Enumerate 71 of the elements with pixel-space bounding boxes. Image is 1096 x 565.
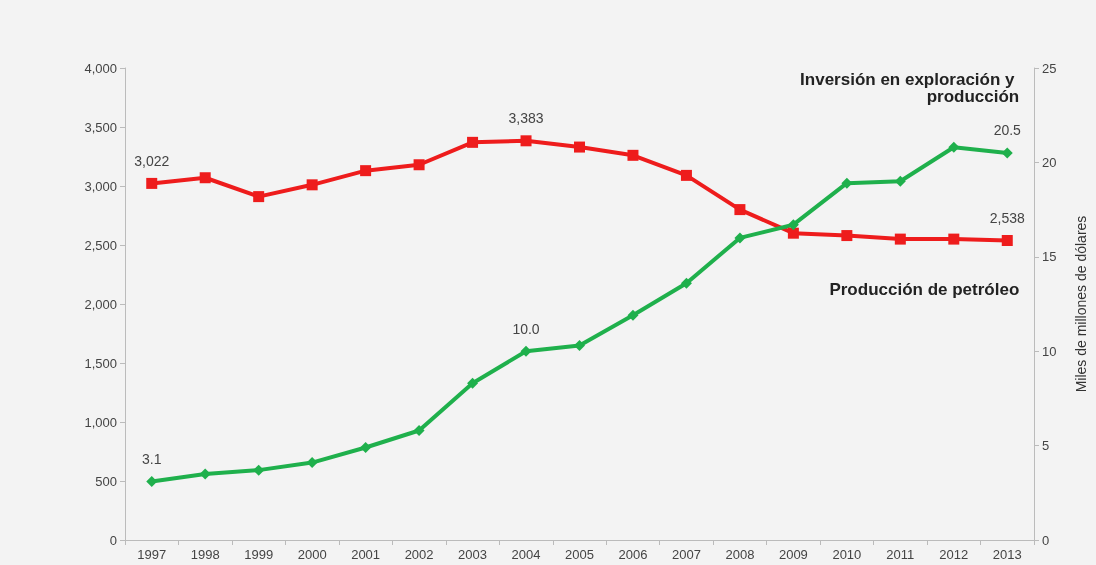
y2-tick-label: 5 <box>1042 438 1050 454</box>
point <box>734 232 746 244</box>
point <box>680 277 692 289</box>
y2-axis-title: Miles de millones de dólares <box>1073 215 1089 393</box>
point <box>787 227 799 239</box>
x-tick-label: 2005 <box>565 547 594 562</box>
y2-tick-label: 0 <box>1042 532 1050 548</box>
x-tick-label: 1999 <box>244 547 274 562</box>
point <box>520 135 532 147</box>
x-tick-label: 2009 <box>778 547 808 562</box>
x-tick-label: 1998 <box>190 547 220 562</box>
point <box>467 377 479 389</box>
data-label: 20.5 <box>993 122 1022 139</box>
x-tick-label: 2011 <box>886 547 915 562</box>
text: Inversión en exploración y producción <box>800 69 1020 106</box>
x-tick-label: 2012 <box>939 547 969 562</box>
y-tick-label: 3,500 <box>84 119 117 135</box>
point <box>627 149 639 161</box>
x-tick-label: 1997 <box>137 547 167 562</box>
data-label: 3,383 <box>508 110 544 127</box>
point <box>680 169 692 181</box>
point <box>1001 235 1013 247</box>
y-tick-label: 500 <box>95 473 117 489</box>
y2-tick-label: 25 <box>1042 60 1057 76</box>
x-tick-label: 2006 <box>618 547 648 562</box>
point <box>360 441 372 453</box>
x-tick-label: 2008 <box>725 547 755 562</box>
x-tick-label: 2007 <box>671 547 701 562</box>
y-tick-label: 4,000 <box>84 60 117 76</box>
point <box>467 136 479 148</box>
point <box>627 309 639 321</box>
x-tick-label: 2010 <box>832 547 862 562</box>
point <box>253 191 265 203</box>
point <box>894 233 906 245</box>
y-tick-label: 3,000 <box>84 178 117 194</box>
point <box>253 464 265 476</box>
point <box>574 141 585 153</box>
point <box>841 230 853 242</box>
x-tick-label: 2001 <box>351 547 381 562</box>
point <box>199 468 211 480</box>
point <box>520 345 532 357</box>
data-label: 3.1 <box>142 450 162 467</box>
x-tick-label: 2004 <box>511 547 541 562</box>
y-tick-label: 1,500 <box>84 355 117 371</box>
x-tick-label: 2000 <box>297 547 327 562</box>
point <box>306 457 318 469</box>
point <box>948 233 960 245</box>
y2-tick-label: 20 <box>1042 154 1057 170</box>
y2-tick-label: 15 <box>1042 249 1057 265</box>
point <box>413 159 425 171</box>
y-tick-label: 0 <box>109 532 117 548</box>
data-label: 3,022 <box>134 152 170 169</box>
point <box>199 172 211 184</box>
point <box>146 475 158 487</box>
y-tick-label: 2,000 <box>84 296 117 312</box>
point <box>306 179 318 191</box>
x-tick-label: 2002 <box>404 547 434 562</box>
data-label: 2,538 <box>989 210 1025 227</box>
x-tick-label: 2013 <box>992 547 1022 562</box>
x-tick-label: 2003 <box>458 547 488 562</box>
y-tick-label: 1,000 <box>84 414 117 430</box>
point <box>413 425 425 436</box>
point <box>360 165 372 177</box>
point <box>146 177 158 189</box>
point <box>574 340 585 352</box>
y2-tick-label: 10 <box>1042 343 1057 359</box>
data-label: 10.0 <box>512 320 540 337</box>
text: Producción de petróleo <box>829 279 1020 299</box>
point <box>787 219 799 231</box>
point <box>734 204 746 216</box>
y-tick-label: 2,500 <box>84 237 117 253</box>
